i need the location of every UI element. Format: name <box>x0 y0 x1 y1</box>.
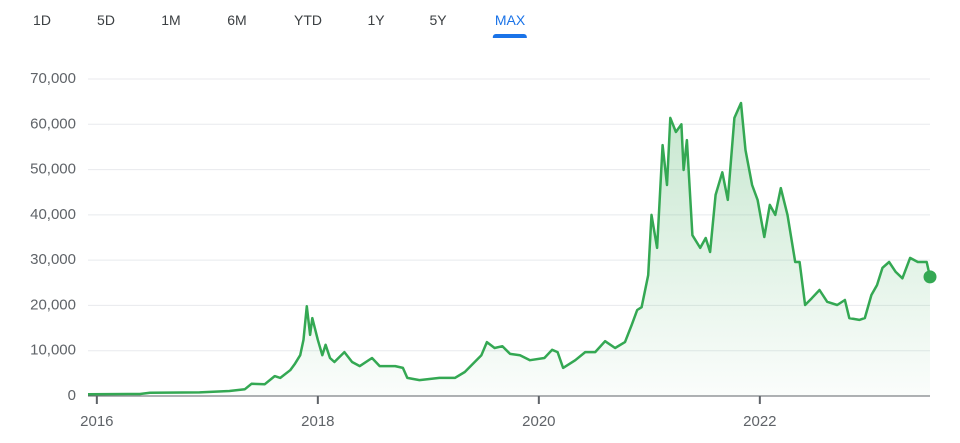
price-line <box>87 101 932 396</box>
range-tab[interactable]: 5Y <box>429 12 447 28</box>
y-tick-label: 50,000 <box>30 161 76 178</box>
x-tick-label: 2022 <box>743 413 776 430</box>
x-tick-label: 2018 <box>301 413 334 430</box>
end-marker <box>923 270 937 284</box>
range-tab[interactable]: 1M <box>161 12 181 28</box>
range-tabs: 1D 5D 1M 6M YTD 1Y 5Y MAX <box>0 0 960 40</box>
y-tick-label: 10,000 <box>30 342 76 359</box>
y-tick-label: 30,000 <box>30 251 76 268</box>
range-tab[interactable]: YTD <box>294 12 322 28</box>
area-fill <box>88 103 930 396</box>
range-tab[interactable]: 6M <box>227 12 247 28</box>
range-tab[interactable]: 1Y <box>367 12 385 28</box>
x-tick-label: 2020 <box>522 413 555 430</box>
range-tab[interactable]: 5D <box>97 12 115 28</box>
y-tick-label: 60,000 <box>30 115 76 132</box>
y-tick-label: 70,000 <box>30 70 76 87</box>
y-tick-label: 20,000 <box>30 296 76 313</box>
range-tab[interactable]: 1D <box>33 12 51 28</box>
y-tick-label: 40,000 <box>30 206 76 223</box>
x-tick-label: 2016 <box>80 413 113 430</box>
range-tab[interactable]: MAX <box>492 12 528 38</box>
y-tick-label: 0 <box>68 387 76 404</box>
